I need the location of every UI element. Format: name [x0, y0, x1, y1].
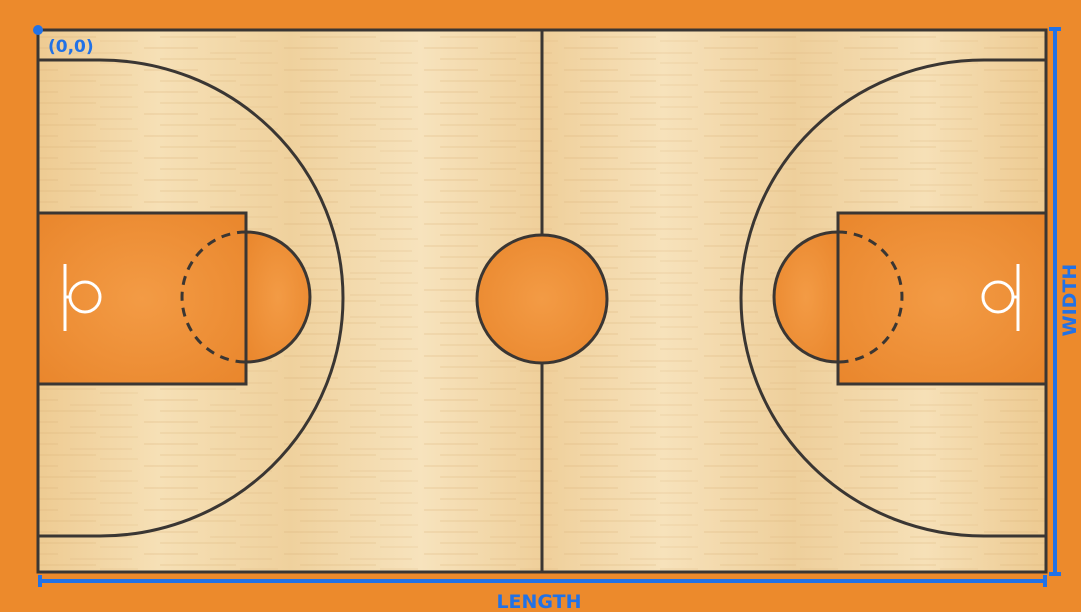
right-rim [981, 280, 1015, 314]
center-circle [475, 233, 609, 365]
left-free-throw-arc-dashed [180, 230, 247, 364]
left-free-throw-arc [244, 230, 312, 364]
left-rim [68, 280, 102, 314]
right-three-point-arc [739, 58, 1046, 538]
right-free-throw-arc [772, 230, 840, 364]
length-label: LENGTH [496, 591, 581, 612]
right-free-throw-arc-dashed [837, 230, 904, 364]
court-boundary [36, 28, 1048, 574]
origin-marker [33, 25, 43, 35]
origin-label: (0,0) [48, 37, 94, 57]
width-label: WIDTH [1059, 264, 1081, 337]
left-three-point-arc [38, 58, 345, 538]
